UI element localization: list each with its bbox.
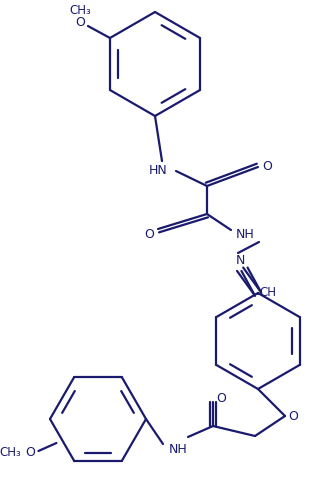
Text: O: O	[26, 445, 35, 458]
Text: O: O	[216, 392, 226, 405]
Text: NH: NH	[236, 228, 254, 241]
Text: CH₃: CH₃	[0, 445, 21, 458]
Text: N: N	[235, 253, 245, 266]
Text: CH₃: CH₃	[69, 5, 91, 18]
Text: O: O	[262, 159, 272, 172]
Text: CH: CH	[259, 286, 276, 299]
Text: O: O	[75, 17, 85, 30]
Text: NH: NH	[169, 442, 187, 455]
Text: O: O	[144, 227, 154, 240]
Text: O: O	[288, 410, 298, 423]
Text: HN: HN	[149, 163, 167, 176]
